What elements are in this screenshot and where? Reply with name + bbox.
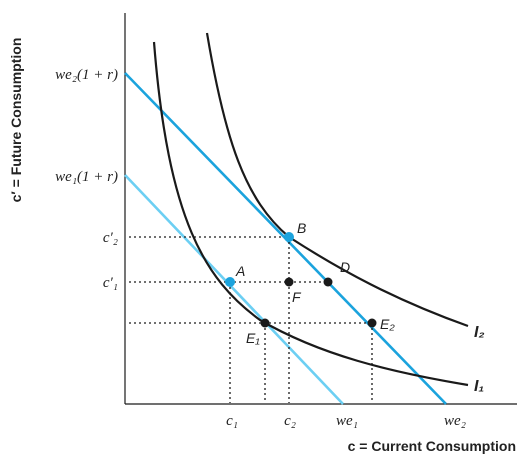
axes: [124, 13, 517, 405]
budget-line-old: [124, 174, 344, 405]
x-axis-title: c = Current Consumption: [348, 438, 516, 454]
point-e2: [367, 318, 377, 328]
xtick-c2: c₂: [284, 413, 296, 429]
xtick-we2: we₂: [444, 413, 466, 429]
label-i1: I₁: [474, 378, 484, 395]
point-f: [284, 277, 294, 287]
ytick-we2r: we₂(1 + r): [55, 67, 118, 83]
ytick-c2prime: c′₂: [103, 230, 118, 246]
indifference-curve-i2: [205, 32, 469, 328]
indifference-curve-i1: [152, 41, 469, 387]
label-e2: E₂: [380, 316, 395, 332]
point-e1: [260, 318, 270, 328]
xtick-we1: we₁: [336, 413, 358, 429]
xtick-c1: c₁: [226, 413, 238, 429]
ytick-we1r: we₁(1 + r): [55, 169, 118, 185]
point-d: [323, 277, 333, 287]
label-a: A: [235, 263, 245, 279]
label-f: F: [292, 289, 302, 305]
point-b: [284, 232, 294, 242]
point-a: [225, 277, 235, 287]
guide-lines: [129, 236, 373, 403]
label-d: D: [340, 259, 350, 275]
ytick-c1prime: c′₁: [103, 275, 118, 291]
label-e1: E₁: [246, 330, 260, 346]
points: [225, 232, 377, 328]
label-i2: I₂: [474, 324, 485, 341]
label-b: B: [297, 220, 306, 236]
y-axis-title: c′ = Future Consumption: [8, 38, 24, 203]
